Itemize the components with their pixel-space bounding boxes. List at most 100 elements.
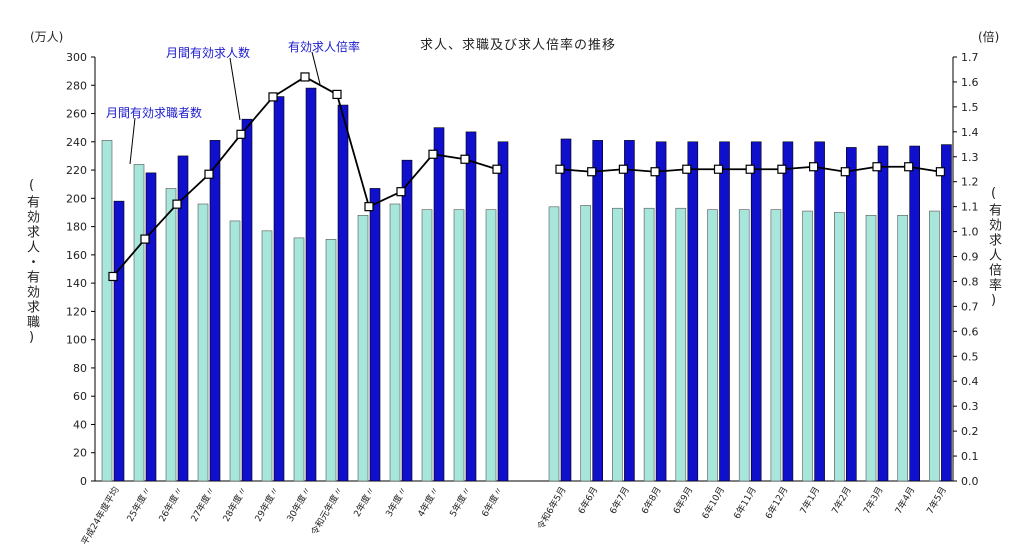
bar-openings	[465, 131, 477, 482]
bar-jobseekers	[612, 207, 623, 482]
category-label: 6年7月	[607, 485, 632, 517]
left-tick-label: 80	[73, 362, 87, 375]
left-tick-label: 60	[73, 390, 87, 403]
category-label: 7年2月	[829, 485, 854, 517]
right-tick-label: 0.1	[961, 450, 979, 463]
bar-openings	[750, 141, 762, 482]
bar-jobseekers	[770, 209, 782, 482]
ratio-point	[777, 164, 787, 174]
category-label: 5年度〃	[447, 485, 474, 519]
ratio-point	[904, 162, 914, 172]
category-label: 令和元年度〃	[308, 485, 345, 538]
bar-jobseekers	[707, 209, 718, 482]
bar-jobseekers	[580, 205, 592, 482]
bar-jobseekers	[229, 220, 241, 482]
category-label: 令和6年5月	[534, 485, 568, 532]
bar-jobseekers	[548, 206, 560, 482]
ratio-point	[872, 162, 882, 172]
ratio-point	[428, 149, 438, 159]
right-tick-label: 1.4	[961, 126, 979, 139]
callout-leader-jobseekers	[129, 117, 136, 165]
bar-openings	[782, 141, 794, 482]
ratio-point	[204, 169, 214, 179]
bar-openings	[401, 159, 413, 482]
category-label: 7年4月	[892, 485, 917, 517]
right-tick-label: 0.7	[961, 300, 979, 313]
category-label: 2年度〃	[351, 485, 378, 519]
legend-callout-openings: 月間有効求人数	[166, 46, 251, 60]
ratio-point	[492, 164, 502, 174]
left-axis-unit: (万人)	[30, 30, 64, 44]
bar-openings	[337, 104, 349, 482]
bar-jobseekers	[421, 209, 433, 482]
category-label: 7年5月	[924, 485, 949, 517]
ratio-point	[555, 164, 565, 174]
ratio-point	[808, 162, 819, 172]
right-axis-unit: (倍)	[978, 30, 1000, 44]
ratio-point	[300, 72, 310, 82]
ratio-point	[460, 154, 470, 164]
category-label: 4年度〃	[415, 485, 442, 519]
bar-jobseekers	[261, 230, 273, 482]
ratio-point	[650, 167, 660, 177]
category-label: 7年3月	[860, 485, 885, 517]
category-label: 30年度〃	[284, 485, 314, 524]
right-tick-label: 1.6	[961, 76, 979, 89]
left-tick-label: 280	[66, 79, 87, 92]
ratio-point	[587, 167, 597, 177]
category-label: 7年1月	[797, 485, 822, 517]
bar-jobseekers	[643, 207, 655, 482]
legend-callout-ratio: 有効求人倍率	[288, 40, 361, 54]
bar-openings	[560, 138, 572, 482]
ratio-point	[268, 92, 278, 102]
bar-openings	[241, 118, 253, 482]
bar-jobseekers	[165, 188, 177, 482]
left-tick-label: 40	[73, 418, 87, 431]
bar-jobseekers	[101, 140, 113, 482]
bar-jobseekers	[833, 212, 845, 482]
category-label: 28年度〃	[220, 485, 250, 524]
bar-openings	[941, 144, 952, 482]
bar-openings	[719, 141, 730, 482]
chart-title: 求人、求職及び求人倍率の推移	[420, 38, 617, 53]
category-label: 29年度〃	[252, 485, 282, 524]
bar-openings	[909, 145, 921, 482]
bar-jobseekers	[133, 164, 145, 482]
legend-callout-jobseekers: 月間有効求職者数	[106, 106, 203, 120]
right-tick-label: 0.2	[961, 425, 979, 438]
bar-jobseekers	[357, 214, 369, 482]
bar-openings	[497, 141, 509, 482]
ratio-point	[140, 234, 150, 244]
callout-leader-ratio	[311, 51, 321, 85]
bar-openings	[592, 140, 604, 482]
left-axis-label: (有効求人・有効求職)	[24, 178, 39, 347]
bar-openings	[113, 200, 125, 482]
bar-jobseekers	[675, 207, 687, 482]
left-tick-label: 100	[66, 334, 87, 347]
ratio-point	[396, 187, 406, 197]
bar-openings	[814, 141, 825, 482]
bar-jobseekers	[929, 210, 940, 482]
right-tick-label: 0.9	[961, 251, 979, 264]
right-tick-label: 1.5	[961, 101, 979, 114]
right-tick-label: 0.0	[961, 475, 979, 488]
bar-jobseekers	[293, 237, 305, 482]
bar-jobseekers	[389, 203, 401, 482]
bar-jobseekers	[325, 239, 337, 482]
bar-openings	[369, 188, 381, 482]
bar-openings	[273, 96, 285, 482]
category-label: 3年度〃	[383, 485, 410, 519]
bar-openings	[845, 147, 857, 482]
category-label: 26年度〃	[156, 485, 186, 524]
right-tick-label: 1.3	[961, 151, 979, 164]
left-tick-label: 20	[73, 447, 87, 460]
ratio-point	[935, 167, 946, 177]
category-label: 6年9月	[670, 485, 695, 517]
category-label: 6年10月	[699, 485, 727, 521]
bar-openings	[624, 140, 635, 482]
bar-openings	[877, 145, 889, 482]
left-tick-label: 220	[66, 164, 87, 177]
bar-openings	[177, 155, 189, 482]
bar-openings	[209, 140, 221, 482]
